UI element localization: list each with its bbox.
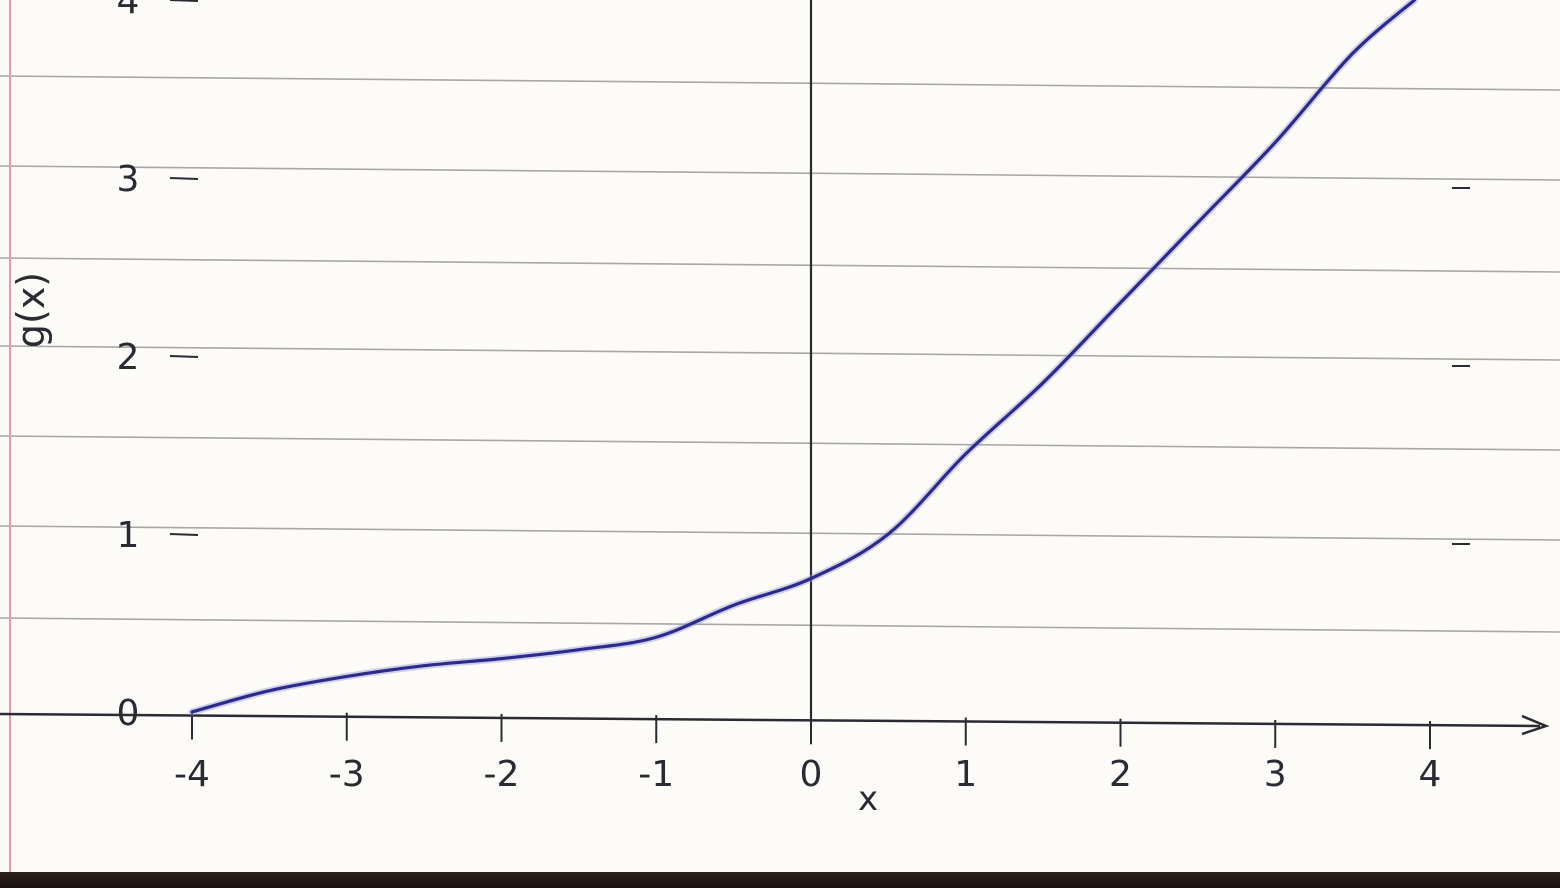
data-point bbox=[1274, 141, 1277, 144]
data-point bbox=[268, 689, 271, 692]
data-point bbox=[887, 532, 890, 536]
x-tick-label: -3 bbox=[329, 754, 365, 795]
ruled-line bbox=[0, 257, 1560, 273]
series-line-highlight bbox=[188, 0, 1419, 716]
y-tick bbox=[169, 177, 199, 180]
x-tick-label: 2 bbox=[1109, 754, 1132, 795]
x-tick-label: 4 bbox=[1419, 754, 1442, 795]
data-point bbox=[732, 604, 735, 607]
y-tick bbox=[169, 533, 199, 536]
y-tick-label: 4 bbox=[117, 0, 140, 22]
x-tick-label: -2 bbox=[484, 754, 520, 795]
ruled-line bbox=[0, 345, 1560, 361]
data-point bbox=[1041, 381, 1045, 384]
x-tick-label: -1 bbox=[638, 754, 674, 795]
data-point bbox=[655, 636, 658, 639]
ticks bbox=[169, 0, 1470, 750]
data-point bbox=[964, 452, 967, 456]
ruled-lines bbox=[0, 75, 1560, 633]
axes bbox=[0, 0, 1550, 736]
data-point bbox=[190, 710, 194, 714]
ruled-line bbox=[0, 435, 1560, 451]
data-point bbox=[809, 577, 813, 580]
x-tick-label: -4 bbox=[174, 754, 210, 795]
data-point bbox=[422, 664, 426, 667]
page-edge-shadow bbox=[0, 872, 1560, 888]
y-tick-label: 3 bbox=[117, 159, 140, 200]
y-axis-label: g(x) bbox=[9, 272, 53, 348]
data-point bbox=[1351, 52, 1354, 55]
x-tick-label: 3 bbox=[1264, 754, 1287, 795]
x-axis-label: x bbox=[858, 779, 878, 819]
data-point bbox=[577, 648, 581, 651]
ruled-line bbox=[0, 525, 1560, 541]
x-tick-label: 1 bbox=[954, 754, 977, 795]
x-axis-line bbox=[0, 712, 1541, 728]
data-point bbox=[500, 657, 503, 660]
y-tick-label: 1 bbox=[117, 515, 140, 556]
y-tick-label: 0 bbox=[117, 693, 140, 734]
y-tick bbox=[169, 355, 199, 358]
ruled-line bbox=[0, 165, 1560, 181]
ruled-line bbox=[0, 617, 1560, 633]
tick-labels: -4 -3 -2 -1 0 1 2 3 4 0 1 2 3 4 bbox=[117, 0, 1442, 795]
ruled-line bbox=[0, 75, 1560, 91]
data-point bbox=[345, 675, 348, 678]
data-point bbox=[1196, 221, 1200, 224]
x-axis-arrow bbox=[1521, 714, 1550, 736]
x-tick-label: 0 bbox=[800, 754, 823, 795]
data-point bbox=[1119, 301, 1122, 304]
y-tick-label: 2 bbox=[117, 337, 140, 378]
series-line bbox=[190, 0, 1417, 714]
y-tick bbox=[169, 0, 199, 2]
data-point bbox=[1413, 0, 1416, 2]
series bbox=[188, 0, 1419, 716]
